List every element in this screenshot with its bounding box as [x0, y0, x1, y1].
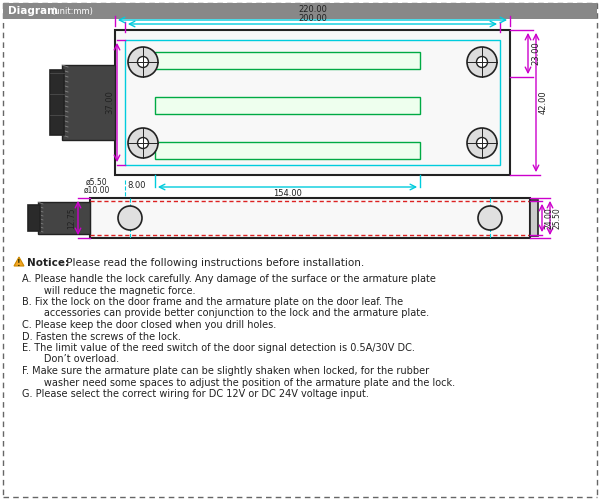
Text: 200.00: 200.00 [298, 14, 327, 23]
Text: 8.00: 8.00 [127, 181, 146, 190]
Text: Diagram: Diagram [8, 6, 58, 16]
Text: A. Please handle the lock carefully. Any damage of the surface or the armature p: A. Please handle the lock carefully. Any… [22, 274, 436, 284]
FancyBboxPatch shape [50, 70, 64, 135]
Text: Please read the following instructions before installation.: Please read the following instructions b… [63, 258, 364, 268]
Text: C. Please keep the door closed when you drill holes.: C. Please keep the door closed when you … [22, 320, 276, 330]
Circle shape [137, 138, 149, 148]
Text: washer need some spaces to adjust the position of the armature plate and the loc: washer need some spaces to adjust the po… [22, 378, 455, 388]
Circle shape [478, 206, 502, 230]
Text: D. Fasten the screws of the lock.: D. Fasten the screws of the lock. [22, 332, 181, 342]
Text: will reduce the magnetic force.: will reduce the magnetic force. [22, 286, 196, 296]
Bar [3, 3, 597, 19]
Text: 37.00: 37.00 [105, 90, 114, 114]
Text: accessories can provide better conjunction to the lock and the armature plate.: accessories can provide better conjuncti… [22, 308, 429, 318]
Text: B. Fix the lock on the door frame and the armature plate on the door leaf. The: B. Fix the lock on the door frame and th… [22, 297, 403, 307]
Circle shape [118, 206, 142, 230]
Text: 25.50: 25.50 [553, 207, 562, 229]
Bar [38, 202, 90, 234]
Text: 42.00: 42.00 [539, 90, 548, 114]
Text: ø10.00: ø10.00 [84, 186, 110, 195]
Circle shape [128, 47, 158, 77]
Bar [155, 52, 420, 69]
Bar [115, 30, 510, 175]
Bar [28, 205, 40, 231]
Text: !: ! [17, 258, 21, 268]
Bar [155, 97, 420, 114]
Text: Notice:: Notice: [27, 258, 69, 268]
Text: 23.00: 23.00 [531, 42, 540, 66]
Text: F. Make sure the armature plate can be slightly shaken when locked, for the rubb: F. Make sure the armature plate can be s… [22, 366, 429, 376]
Text: ø5.50: ø5.50 [86, 178, 108, 187]
Text: 24.00: 24.00 [544, 207, 553, 229]
Polygon shape [14, 257, 24, 266]
Circle shape [128, 128, 158, 158]
Bar [155, 142, 420, 159]
Circle shape [476, 138, 487, 148]
Text: E. The limit value of the reed switch of the door signal detection is 0.5A/30V D: E. The limit value of the reed switch of… [22, 343, 415, 353]
Text: Don’t overload.: Don’t overload. [22, 354, 119, 364]
Circle shape [137, 56, 149, 68]
Bar [530, 200, 538, 236]
Bar [125, 40, 500, 165]
Text: 154.00: 154.00 [273, 189, 302, 198]
Bar [62, 65, 115, 140]
Text: (unit:mm): (unit:mm) [51, 7, 93, 16]
Circle shape [467, 47, 497, 77]
Text: G. Please select the correct wiring for DC 12V or DC 24V voltage input.: G. Please select the correct wiring for … [22, 389, 369, 399]
Bar [90, 198, 530, 238]
Text: 12.75: 12.75 [67, 207, 76, 229]
Circle shape [467, 128, 497, 158]
Circle shape [476, 56, 487, 68]
Text: 220.00: 220.00 [298, 5, 327, 14]
